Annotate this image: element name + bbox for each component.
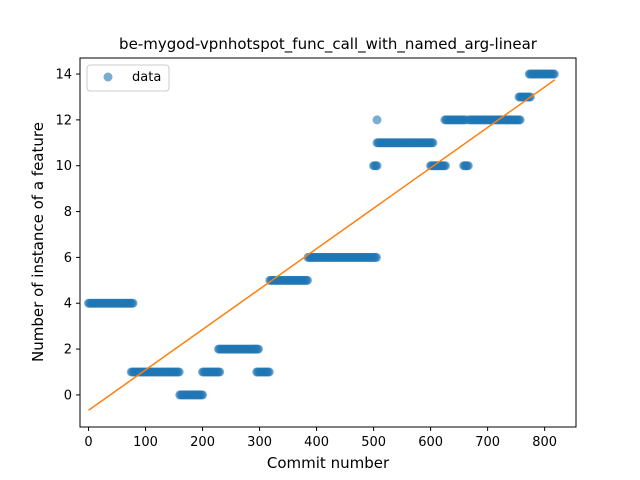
data-point <box>129 299 138 308</box>
data-point <box>372 253 381 262</box>
x-axis-label: Commit number <box>267 454 390 472</box>
x-tick-label: 300 <box>247 435 272 450</box>
y-tick-label: 12 <box>55 113 72 128</box>
y-tick-label: 2 <box>64 343 72 358</box>
data-point <box>215 367 224 376</box>
y-tick-label: 6 <box>64 251 72 266</box>
x-axis-ticks: 0 100 200 300 400 500 600 700 800 <box>84 427 557 450</box>
y-tick-label: 4 <box>64 297 72 312</box>
y-tick-label: 10 <box>55 159 72 174</box>
data-point <box>373 161 382 170</box>
legend: data <box>87 65 169 91</box>
legend-marker-data <box>104 73 113 82</box>
legend-label-data: data <box>132 70 161 85</box>
y-tick-label: 14 <box>55 68 72 83</box>
y-tick-label: 0 <box>64 388 72 403</box>
data-point <box>464 161 473 170</box>
x-tick-label: 700 <box>475 435 500 450</box>
data-point <box>441 161 450 170</box>
data-point <box>550 70 559 79</box>
x-tick-label: 600 <box>418 435 443 450</box>
data-point <box>198 390 207 399</box>
y-tick-label: 8 <box>64 205 72 220</box>
data-point <box>265 367 274 376</box>
data-point <box>516 115 525 124</box>
x-tick-label: 100 <box>133 435 158 450</box>
x-tick-label: 800 <box>532 435 557 450</box>
data-point <box>428 138 437 147</box>
y-axis-label: Number of instance of a feature <box>29 122 47 362</box>
y-axis-ticks: 0 2 4 6 8 10 12 14 <box>55 68 80 404</box>
x-tick-label: 400 <box>304 435 329 450</box>
data-point <box>254 345 263 354</box>
x-tick-label: 500 <box>361 435 386 450</box>
x-tick-label: 200 <box>190 435 215 450</box>
x-tick-label: 0 <box>84 435 92 450</box>
data-point <box>303 276 312 285</box>
chart-title: be-mygod-vpnhotspot_func_call_with_named… <box>119 35 538 54</box>
data-point <box>175 367 184 376</box>
data-point-outlier <box>373 115 382 124</box>
